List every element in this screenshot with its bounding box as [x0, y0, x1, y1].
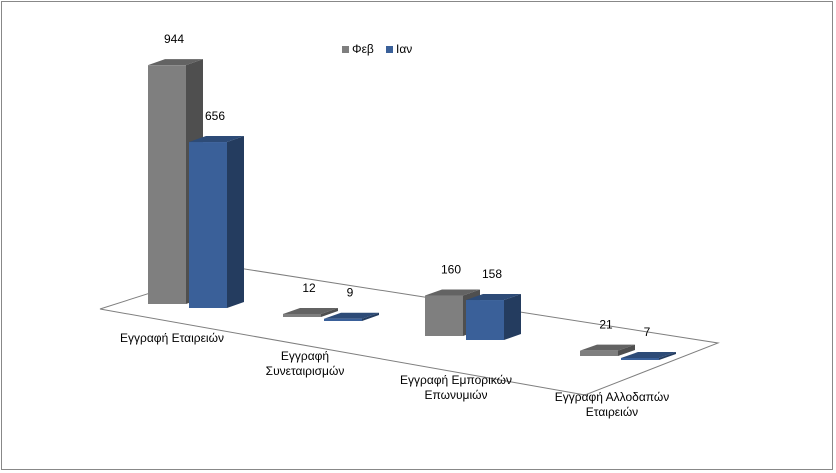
data-label: 656	[205, 109, 225, 123]
bar-Ιαν-0	[189, 136, 244, 308]
bar-front	[324, 318, 362, 321]
bar-top	[580, 344, 635, 351]
bar-front	[466, 300, 504, 340]
category-label: Επωνυμιών	[425, 388, 488, 402]
bar-side	[659, 352, 676, 360]
category-label: Εταιρειών	[586, 405, 638, 419]
category-label: Εγγραφή Εταιρειών	[120, 331, 224, 345]
bar-top	[148, 59, 203, 66]
data-label: 944	[164, 32, 184, 46]
category-label: Συνεταιρισμών	[266, 364, 345, 378]
bar-top	[324, 312, 379, 319]
data-label: 12	[302, 281, 316, 295]
data-label: 21	[599, 318, 613, 332]
bar-front	[580, 350, 618, 356]
bar-front	[621, 358, 659, 360]
bar-Φεβ-1	[283, 307, 338, 317]
bar-side	[618, 344, 635, 356]
bar-Φεβ-3	[580, 344, 635, 356]
bar-Ιαν-3	[621, 352, 676, 360]
data-label: 9	[347, 286, 354, 300]
bar-top	[621, 352, 676, 358]
category-label: Εγγραφή Εμπορικών	[400, 373, 512, 387]
bar-side	[362, 312, 379, 321]
data-label: 7	[644, 325, 651, 339]
bar-side	[227, 136, 244, 308]
bar-side	[321, 307, 338, 317]
legend-label: Φεβ	[352, 42, 374, 56]
bars-group	[148, 59, 676, 360]
bar-front	[283, 313, 321, 317]
data-label: 158	[482, 267, 502, 281]
bar-front	[148, 65, 186, 304]
bar-top	[425, 289, 480, 296]
bar-top	[466, 294, 521, 301]
legend-label: Ιαν	[396, 42, 412, 56]
bar-top	[189, 136, 244, 143]
bar-side	[504, 294, 521, 340]
bar-front	[425, 295, 463, 336]
data-labels-group: 944 656 12 9 160 158 21 7	[164, 32, 651, 339]
bar-top	[283, 307, 338, 314]
category-label: Εγγραφή	[281, 349, 329, 363]
category-label: Εγγραφή Αλλοδαπών	[555, 390, 670, 404]
legend-swatch	[386, 46, 393, 53]
bar-Ιαν-1	[324, 312, 379, 321]
data-label: 160	[441, 263, 461, 277]
bar-Ιαν-2	[466, 294, 521, 340]
bar-front	[189, 142, 227, 308]
legend-swatch	[342, 46, 349, 53]
legend: Φεβ Ιαν	[342, 42, 412, 56]
